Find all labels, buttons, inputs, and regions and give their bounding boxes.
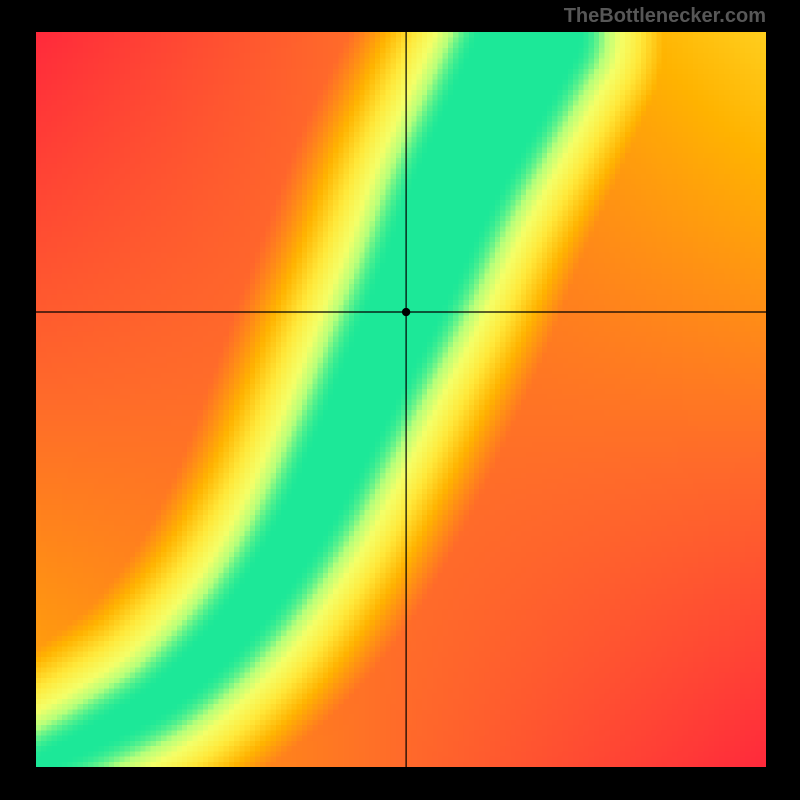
bottleneck-heatmap [36, 32, 766, 767]
chart-container: TheBottlenecker.com [0, 0, 800, 800]
watermark-label: TheBottlenecker.com [564, 5, 766, 28]
